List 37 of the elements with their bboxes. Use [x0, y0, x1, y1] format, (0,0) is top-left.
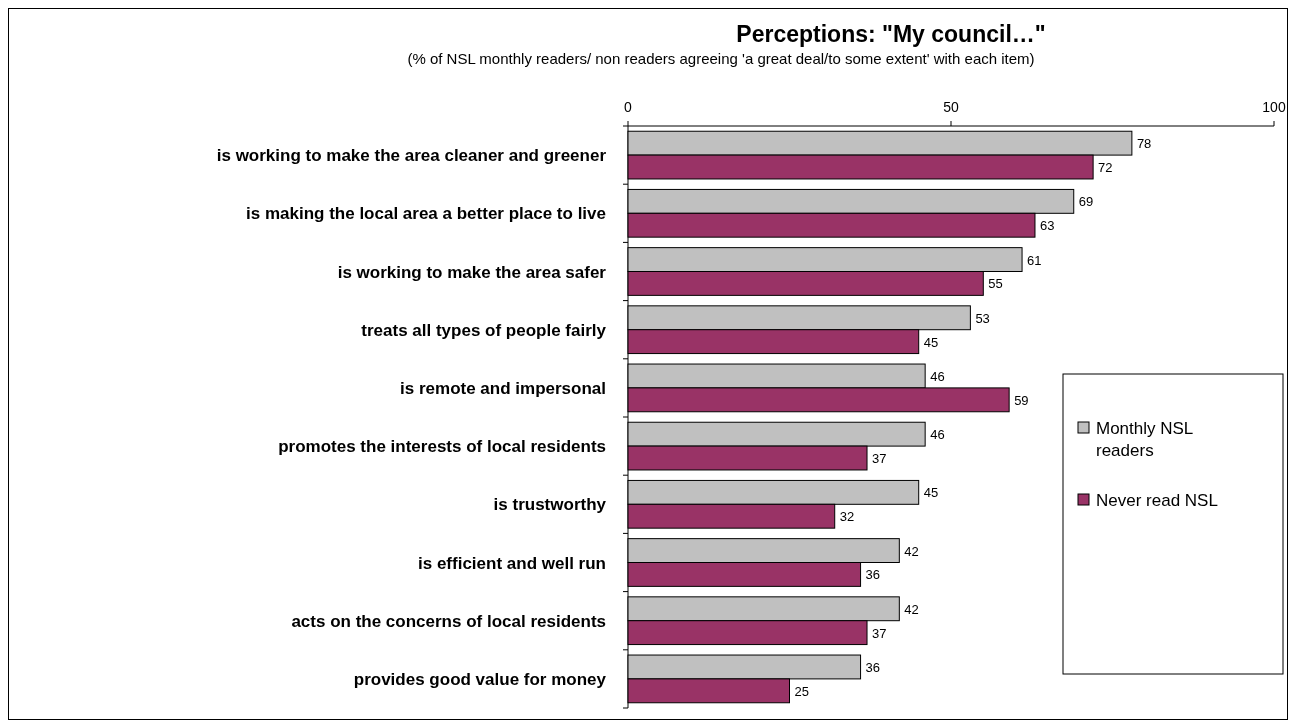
y-tick-label: is making the local area a better place to live	[246, 204, 606, 224]
data-label: 59	[1014, 392, 1029, 408]
data-label: 78	[1136, 136, 1152, 152]
chart-subtitle: (% of NSL monthly readers/ non readers agreeing 'a great deal/to some extent' with each item)	[407, 50, 1035, 67]
data-label: 46	[930, 368, 945, 384]
data-label: 45	[923, 485, 939, 501]
x-tick-label: 100	[1262, 99, 1286, 115]
data-label: 25	[794, 683, 809, 699]
chart-title: Perceptions: "My council…"	[736, 21, 1046, 47]
legend-label: Never read NSL	[1096, 491, 1218, 510]
data-label: 32	[839, 509, 855, 525]
data-label: 69	[1078, 194, 1094, 210]
data-label: 37	[872, 451, 887, 467]
y-tick-label: is trustworthy	[493, 495, 607, 515]
y-tick-label: is remote and impersonal	[400, 378, 606, 398]
y-tick-label: promotes the interests of local residents	[278, 437, 606, 457]
data-label: 53	[975, 310, 990, 326]
data-label: 61	[1027, 252, 1042, 268]
x-tick-label: 0	[624, 99, 633, 115]
data-label: 36	[865, 567, 881, 583]
data-label: 37	[872, 625, 887, 641]
y-tick-label: acts on the concerns of local residents	[291, 611, 606, 631]
data-label: 36	[865, 659, 881, 675]
data-label: 45	[923, 334, 939, 350]
data-label: 46	[930, 427, 945, 443]
y-tick-label: provides good value for money	[353, 669, 607, 689]
data-label: 42	[904, 543, 919, 559]
y-tick-label: is efficient and well run	[418, 553, 606, 573]
data-label: 72	[1098, 160, 1113, 176]
data-label: 63	[1039, 218, 1055, 234]
x-tick-label: 50	[943, 99, 959, 115]
legend-label: Monthly NSL readers	[1096, 419, 1194, 460]
data-label: 42	[904, 601, 919, 617]
y-tick-label: is working to make the area cleaner and greener	[216, 146, 607, 166]
data-label: 55	[988, 276, 1003, 292]
y-tick-label: treats all types of people fairly	[361, 320, 607, 340]
y-tick-label: is working to make the area safer	[337, 262, 607, 282]
